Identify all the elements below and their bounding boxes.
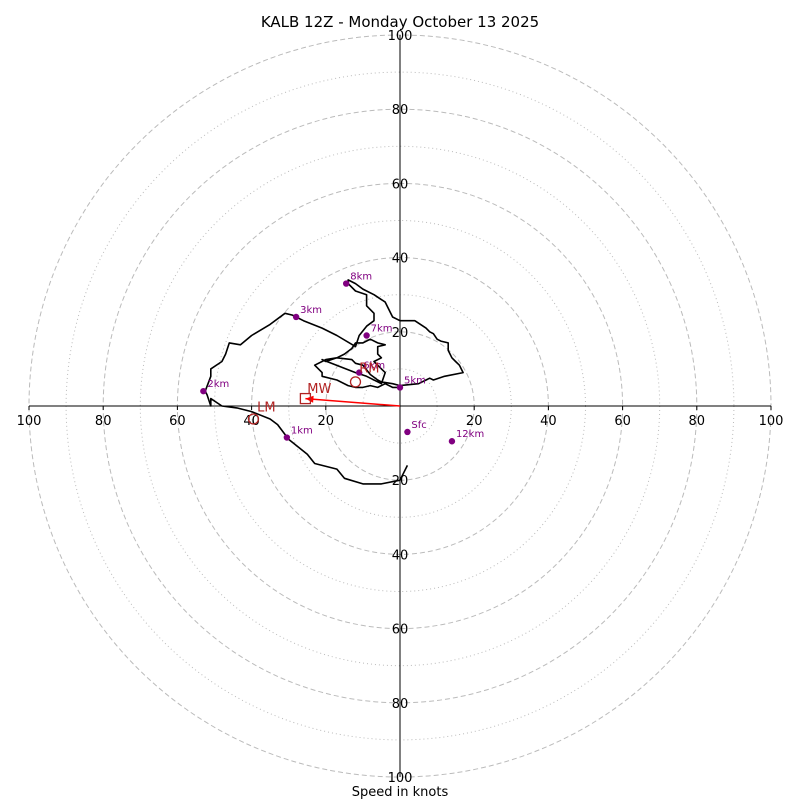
height-marker-label: 8km	[350, 272, 372, 283]
y-tick-label: 40	[392, 252, 409, 267]
height-marker-label: 2km	[207, 379, 229, 390]
height-marker-label: 12km	[456, 429, 484, 440]
y-tick-label: 80	[392, 103, 409, 118]
height-marker-dot	[363, 332, 370, 339]
height-marker-label: 3km	[300, 305, 322, 316]
x-tick-label: 20	[318, 414, 335, 429]
storm-motion-markers: RM LM MW	[247, 362, 379, 425]
height-marker-label: 6km	[363, 361, 385, 372]
y-tick-label: 20	[392, 326, 409, 341]
x-tick-label: 20	[466, 414, 483, 429]
height-marker-dot	[283, 434, 291, 441]
x-tick-label: 60	[614, 414, 631, 429]
x-tick-label: 80	[689, 414, 706, 429]
height-marker-dot	[448, 438, 456, 445]
x-tick-label: 80	[95, 414, 112, 429]
x-axis-label: Speed in knots	[352, 785, 449, 800]
height-marker-label: Sfc	[411, 420, 426, 431]
storm-motion-label: RM	[359, 362, 379, 377]
shear-vector-group	[305, 395, 401, 407]
x-tick-label: 40	[243, 414, 260, 429]
y-tick-label: 20	[392, 474, 409, 489]
x-tick-label: 60	[169, 414, 186, 429]
chart-title: KALB 12Z - Monday October 13 2025	[261, 13, 539, 31]
height-markers: Sfc 1km 2km 3km 5km 6km 7km 8km 12km	[200, 272, 484, 445]
storm-motion-label: MW	[307, 382, 331, 397]
y-tick-label: 100	[388, 29, 413, 44]
x-tick-label: 40	[540, 414, 557, 429]
height-marker-dot	[292, 313, 300, 321]
height-marker-label: 1km	[291, 426, 313, 437]
height-marker-label: 7km	[371, 324, 393, 335]
shear-vector-arrowhead	[305, 395, 314, 403]
y-tick-label: 60	[392, 177, 409, 192]
mean-wind-marker	[299, 392, 312, 405]
tick-labels: 100 80 60 40 20 20 40 60 80 100 100 80 60 40 20 20 40 60 8…	[17, 29, 784, 786]
storm-motion-marker	[349, 376, 362, 388]
height-marker-dot	[355, 369, 363, 376]
shear-vector-line	[305, 397, 401, 407]
height-marker-label: 5km	[404, 375, 426, 386]
y-tick-label: 40	[392, 548, 409, 563]
storm-motion-label: LM	[257, 401, 275, 416]
height-marker-dot	[343, 280, 350, 287]
storm-motion-marker	[247, 413, 260, 425]
height-marker-dot	[396, 384, 404, 391]
height-marker-dot	[200, 387, 207, 395]
height-marker-dot	[404, 428, 411, 436]
y-tick-label: 60	[392, 623, 409, 638]
x-tick-label: 100	[759, 414, 784, 429]
y-tick-label: 100	[388, 771, 413, 786]
y-tick-label: 80	[392, 697, 409, 712]
x-tick-label: 100	[17, 414, 42, 429]
